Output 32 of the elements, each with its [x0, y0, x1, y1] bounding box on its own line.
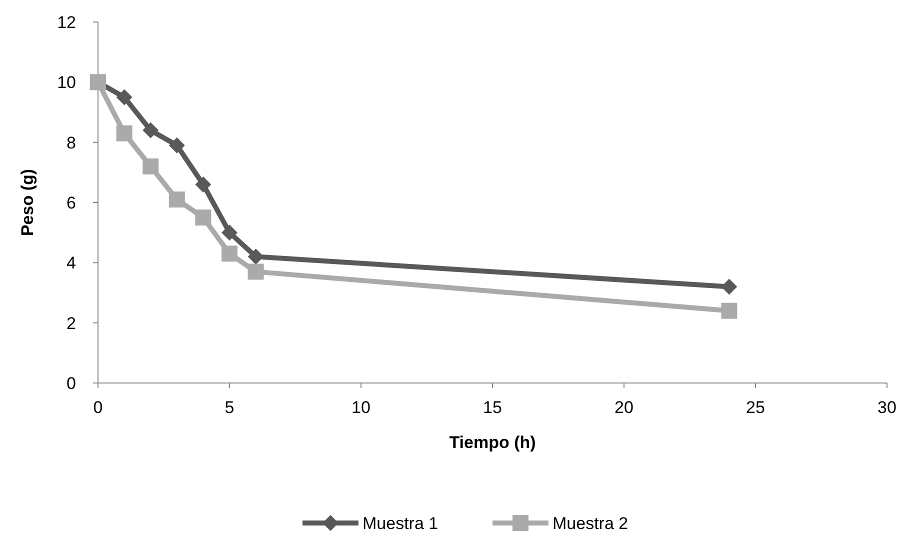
point: [248, 264, 264, 280]
x-tick-label: 20: [614, 398, 634, 417]
y-tick-label: 10: [57, 73, 76, 92]
x-tick-label: 10: [352, 398, 370, 417]
x-tick-label: 0: [93, 398, 103, 417]
y-tick-label: 12: [57, 12, 76, 32]
x-axis-title: Tiempo (h): [449, 433, 536, 452]
point: [116, 89, 132, 106]
y-tick-label: 4: [66, 254, 76, 273]
x-tick-label: 25: [746, 398, 765, 417]
point: [142, 122, 159, 138]
point: [195, 176, 212, 192]
point: [721, 302, 738, 319]
point: [168, 191, 185, 208]
point: [721, 278, 738, 295]
y-tick-label: 8: [66, 133, 76, 152]
point: [248, 248, 264, 265]
point: [222, 224, 238, 241]
x-tick-label: 5: [224, 398, 234, 417]
point: [116, 125, 132, 142]
point: [168, 137, 185, 154]
y-tick-label: 0: [66, 374, 76, 393]
point: [142, 158, 159, 174]
point: [195, 210, 212, 226]
x-tick-label: 15: [483, 398, 502, 417]
y-axis-title: Peso (g): [18, 168, 37, 236]
x-tick-label: 30: [878, 398, 896, 417]
y-tick-label: 6: [66, 193, 76, 212]
legend-label: Muestra 1: [362, 514, 438, 533]
legend-label: Muestra 2: [552, 514, 628, 533]
point: [222, 246, 238, 262]
y-tick-label: 2: [66, 314, 76, 333]
